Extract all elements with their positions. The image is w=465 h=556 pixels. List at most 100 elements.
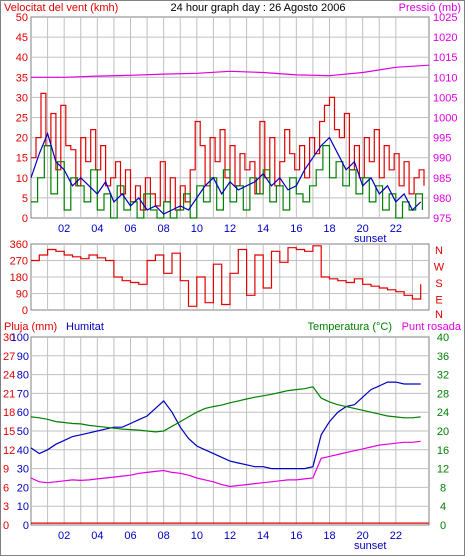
x-tick-label: 04	[91, 530, 103, 542]
temperature-line	[30, 386, 421, 433]
temperature-tick-label: 20	[437, 426, 449, 438]
x-tick-label: 06	[124, 223, 136, 235]
chart-title: 24 hour graph day : 26 Agosto 2006	[171, 2, 346, 14]
rain-tick-label: 15	[3, 426, 15, 438]
direction-tick-label: 90	[16, 289, 28, 301]
pressure-tick-label: 1000	[433, 113, 457, 125]
pressure-tick-label: 1020	[433, 32, 457, 44]
temperature-tick-label: 32	[437, 370, 449, 382]
temperature-tick-label: 24	[437, 407, 449, 419]
x-tick-label: 14	[257, 223, 269, 235]
pressure-tick-label: 980	[433, 193, 451, 205]
humidity-tick-label: 20	[17, 482, 29, 494]
x-tick-label: 12	[224, 223, 236, 235]
temperature-tick-label: 0	[440, 520, 446, 532]
x-tick-label: 08	[158, 530, 170, 542]
temperature-axis-label: Temperatura (°C)	[308, 321, 392, 333]
direction-tick-label: 180	[10, 272, 28, 284]
compass-label: W	[434, 262, 445, 274]
temperature-tick-label: 8	[440, 482, 446, 494]
x-tick-label: 10	[191, 530, 203, 542]
humidity-tick-label: 60	[17, 407, 29, 419]
wind-tick-label: 15	[16, 153, 28, 165]
sunset-label-bottom: sunset	[354, 540, 386, 552]
x-tick-label: 04	[91, 223, 103, 235]
rain-tick-label: 18	[3, 407, 15, 419]
x-tick-label: 22	[390, 530, 402, 542]
wind-tick-label: 50	[16, 12, 28, 24]
wind-tick-label: 10	[16, 173, 28, 185]
x-tick-label: 22	[390, 223, 402, 235]
wind-tick-label: 40	[16, 52, 28, 64]
rain-axis-label: Pluja (mm)	[4, 321, 57, 333]
x-tick-label: 08	[158, 223, 170, 235]
direction-tick-label: 360	[10, 239, 28, 251]
temperature-tick-label: 28	[437, 388, 449, 400]
pressure-tick-label: 1015	[433, 52, 457, 64]
rain-tick-label: 30	[3, 332, 15, 344]
temperature-tick-label: 16	[437, 445, 449, 457]
pressure-tick-label: 990	[433, 153, 451, 165]
rain-tick-label: 12	[3, 445, 15, 457]
humidity-line	[30, 381, 421, 470]
sunset-label-top: sunset	[354, 233, 386, 245]
rain-tick-label: 21	[3, 388, 15, 400]
compass-label: E	[435, 295, 442, 307]
rain-tick-label: 0	[3, 520, 9, 532]
humidity-tick-label: 0	[23, 520, 29, 532]
pressure-tick-label: 985	[433, 173, 451, 185]
compass-label: N	[435, 309, 443, 321]
x-tick-label: 16	[290, 530, 302, 542]
rain-tick-label: 27	[3, 351, 15, 363]
direction-tick-label: 0	[22, 305, 28, 317]
wind-pressure-panel: 0510152025303540455097598098599099510001…	[16, 12, 458, 235]
humidity-tick-label: 100	[11, 332, 29, 344]
pressure-tick-label: 1010	[433, 72, 457, 84]
humidity-tick-label: 90	[17, 351, 29, 363]
direction-line	[31, 245, 422, 307]
x-tick-label: 20	[357, 530, 369, 542]
direction-tick-label: 270	[10, 256, 28, 268]
compass-label: S	[435, 278, 442, 290]
dewpoint-line	[30, 440, 421, 488]
humidity-tick-label: 50	[17, 426, 29, 438]
wind-tick-label: 35	[16, 72, 28, 84]
humidity-tick-label: 10	[17, 501, 29, 513]
temperature-tick-label: 4	[440, 501, 446, 513]
rain-tick-label: 6	[3, 482, 9, 494]
rain-tick-label: 24	[3, 370, 15, 382]
humidity-tick-label: 80	[17, 370, 29, 382]
humidity-tick-label: 40	[17, 445, 29, 457]
pressure-axis-label: Pressió (mb)	[399, 2, 461, 14]
x-tick-label: 10	[191, 223, 203, 235]
temperature-tick-label: 12	[437, 464, 449, 476]
wind-axis-label: Velocitat del vent (kmh)	[4, 2, 118, 14]
wind-avg-line	[30, 131, 422, 215]
rain-tick-label: 3	[3, 501, 9, 513]
pressure-tick-label: 1025	[433, 12, 457, 24]
x-tick-label: 14	[257, 530, 269, 542]
rain-tick-label: 9	[3, 464, 9, 476]
x-tick-label: 06	[124, 530, 136, 542]
wind-min-line	[31, 145, 423, 219]
humidity-tick-label: 70	[17, 388, 29, 400]
x-tick-label: 12	[224, 530, 236, 542]
x-tick-label: 16	[290, 223, 302, 235]
pressure-tick-label: 975	[433, 213, 451, 225]
x-tick-label: 02	[58, 223, 70, 235]
wind-tick-label: 20	[16, 133, 28, 145]
x-tick-label: 20	[357, 223, 369, 235]
wind-tick-label: 30	[16, 92, 28, 104]
pressure-tick-label: 995	[433, 133, 451, 145]
pressure-line	[31, 64, 430, 78]
temperature-tick-label: 40	[437, 332, 449, 344]
compass-label: N	[435, 245, 443, 257]
humidity-axis-label: Humitat	[66, 321, 104, 333]
dewpoint-axis-label: Punt rosada	[402, 321, 462, 333]
x-tick-label: 18	[323, 530, 335, 542]
x-tick-label: 02	[58, 530, 70, 542]
temperature-tick-label: 36	[437, 351, 449, 363]
